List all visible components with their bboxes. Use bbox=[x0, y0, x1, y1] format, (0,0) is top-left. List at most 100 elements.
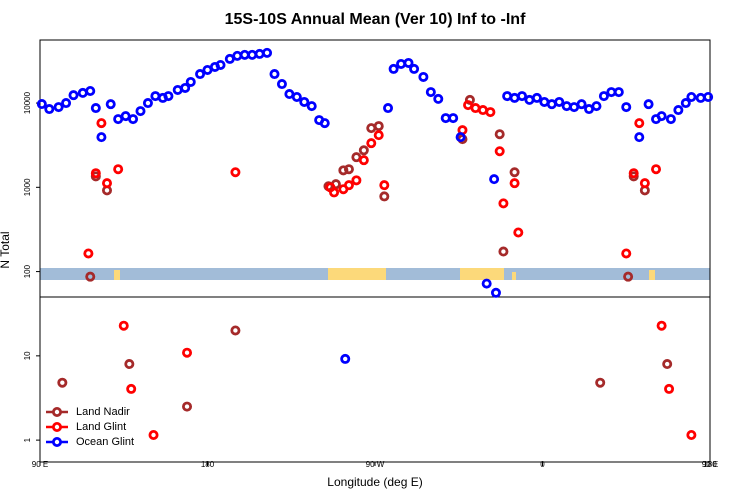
y-tick-label: 100 bbox=[23, 264, 32, 278]
point bbox=[513, 227, 524, 238]
x-tick-label: 180 bbox=[703, 460, 717, 469]
point bbox=[340, 353, 351, 364]
x-tick-label: 90 E bbox=[32, 460, 48, 469]
land-sea-strip bbox=[40, 268, 710, 280]
point bbox=[366, 138, 377, 149]
point bbox=[561, 101, 572, 112]
point bbox=[36, 99, 47, 110]
x-tick-label: 0 bbox=[540, 460, 545, 469]
point bbox=[383, 103, 394, 114]
point bbox=[703, 91, 714, 102]
point bbox=[343, 180, 354, 191]
point bbox=[215, 59, 226, 70]
x-tick-label: 90 W bbox=[366, 460, 385, 469]
point bbox=[230, 167, 241, 178]
point bbox=[343, 164, 354, 175]
point bbox=[680, 98, 691, 109]
point bbox=[509, 178, 520, 189]
point bbox=[379, 180, 390, 191]
point bbox=[44, 104, 55, 115]
point bbox=[598, 91, 609, 102]
point bbox=[195, 69, 206, 80]
point bbox=[665, 114, 676, 125]
point bbox=[498, 198, 509, 209]
point bbox=[634, 118, 645, 129]
point bbox=[591, 101, 602, 112]
point bbox=[126, 383, 137, 394]
y-axis-label: N Total bbox=[0, 231, 12, 268]
point bbox=[182, 347, 193, 358]
point bbox=[621, 248, 632, 259]
x-axis-label: Longitude (deg E) bbox=[327, 475, 422, 489]
point bbox=[142, 98, 153, 109]
point bbox=[118, 320, 129, 331]
point bbox=[57, 377, 68, 388]
point bbox=[379, 191, 390, 202]
point bbox=[373, 130, 384, 141]
point bbox=[664, 383, 675, 394]
point bbox=[163, 91, 174, 102]
point bbox=[185, 76, 196, 87]
point bbox=[531, 92, 542, 103]
point bbox=[85, 271, 96, 282]
point bbox=[306, 101, 317, 112]
point bbox=[498, 246, 509, 257]
point bbox=[396, 58, 407, 69]
point bbox=[230, 325, 241, 336]
point bbox=[90, 168, 101, 179]
point bbox=[269, 69, 280, 80]
chart-title: 15S-10S Annual Mean (Ver 10) Inf to -Inf bbox=[225, 11, 526, 28]
point bbox=[124, 359, 135, 370]
y-tick-label: 10 bbox=[23, 351, 32, 360]
legend-label: Land Glint bbox=[76, 421, 126, 433]
point bbox=[489, 174, 500, 185]
y-tick-label: 1 bbox=[23, 437, 32, 442]
point bbox=[83, 248, 94, 259]
point bbox=[135, 106, 146, 117]
point bbox=[485, 107, 496, 118]
point bbox=[673, 105, 684, 116]
legend-marker bbox=[52, 436, 63, 447]
point bbox=[494, 146, 505, 157]
point bbox=[448, 113, 459, 124]
point bbox=[373, 121, 384, 132]
point bbox=[418, 71, 429, 82]
legend-marker bbox=[52, 421, 63, 432]
x-tick-label: 180 bbox=[201, 460, 215, 469]
point bbox=[276, 79, 287, 90]
legend-marker bbox=[52, 406, 63, 417]
point bbox=[656, 111, 667, 122]
point bbox=[358, 145, 369, 156]
point bbox=[554, 96, 565, 107]
point bbox=[481, 278, 492, 289]
point bbox=[388, 63, 399, 74]
point bbox=[96, 132, 107, 143]
point bbox=[509, 167, 520, 178]
point bbox=[102, 178, 113, 189]
point bbox=[128, 114, 139, 125]
point bbox=[425, 87, 436, 98]
point bbox=[291, 91, 302, 102]
point bbox=[338, 165, 349, 176]
point bbox=[254, 48, 265, 59]
point bbox=[319, 118, 330, 129]
point bbox=[113, 164, 124, 175]
y-tick-label: 10000 bbox=[23, 91, 32, 114]
point bbox=[299, 96, 310, 107]
point bbox=[105, 99, 116, 110]
point bbox=[494, 129, 505, 140]
point bbox=[643, 99, 654, 110]
point bbox=[695, 92, 706, 103]
point bbox=[576, 99, 587, 110]
point bbox=[623, 271, 634, 282]
point bbox=[180, 82, 191, 93]
point bbox=[53, 102, 64, 113]
point bbox=[455, 132, 466, 143]
point bbox=[262, 47, 273, 58]
point bbox=[634, 132, 645, 143]
point bbox=[96, 118, 107, 129]
point bbox=[433, 93, 444, 104]
point bbox=[403, 57, 414, 68]
point bbox=[90, 103, 101, 114]
